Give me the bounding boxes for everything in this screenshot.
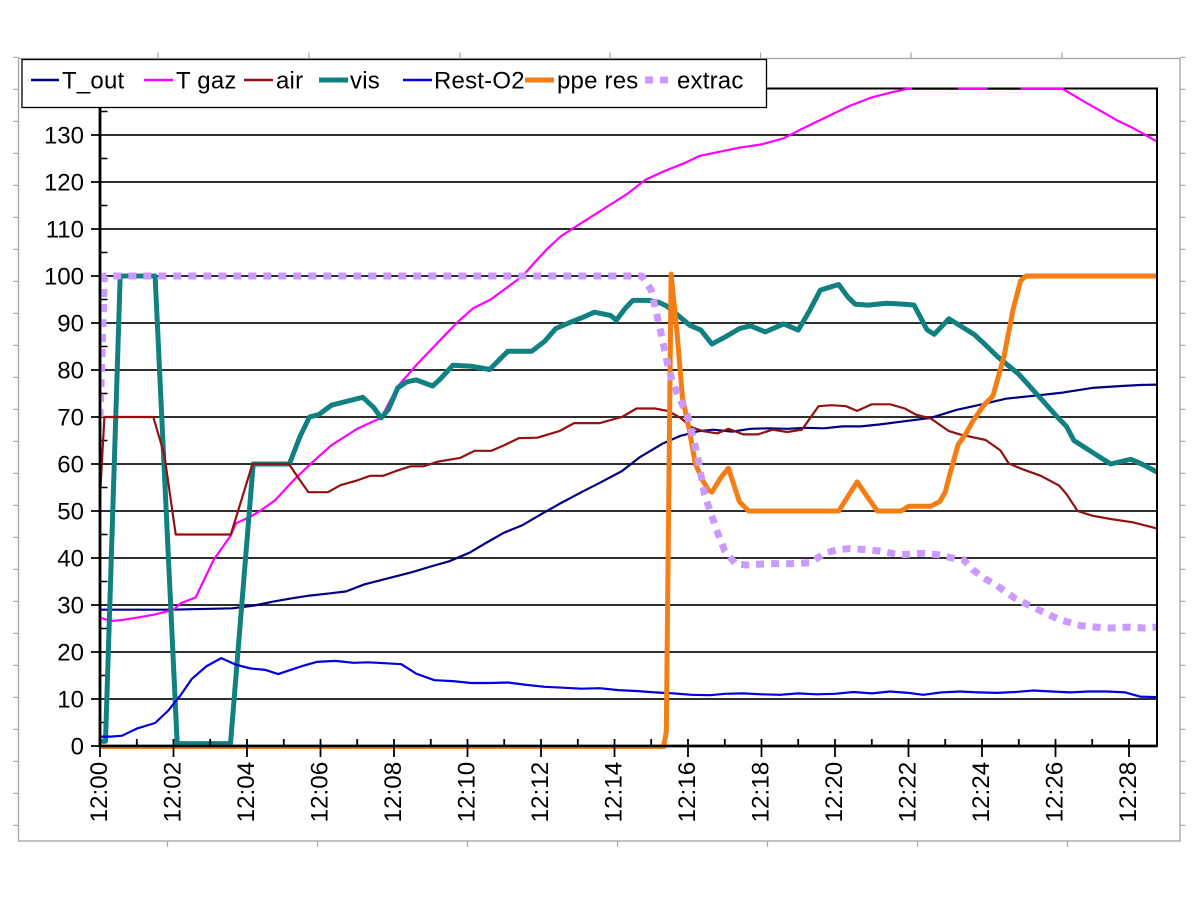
svg-text:12:16: 12:16 <box>674 762 701 823</box>
svg-text:70: 70 <box>57 404 84 431</box>
svg-text:12:12: 12:12 <box>527 762 554 823</box>
svg-text:12:00: 12:00 <box>86 762 113 823</box>
svg-text:12:06: 12:06 <box>307 762 334 823</box>
svg-text:12:20: 12:20 <box>821 762 848 823</box>
svg-text:12:04: 12:04 <box>233 762 260 823</box>
svg-text:12:28: 12:28 <box>1115 762 1142 823</box>
svg-text:ppe res: ppe res <box>557 67 638 94</box>
svg-text:12:14: 12:14 <box>601 762 628 823</box>
svg-text:12:02: 12:02 <box>160 762 187 823</box>
svg-text:80: 80 <box>57 357 84 384</box>
svg-text:12:26: 12:26 <box>1042 762 1069 823</box>
svg-text:60: 60 <box>57 451 84 478</box>
svg-text:0: 0 <box>71 733 84 760</box>
svg-text:T_out: T_out <box>62 67 125 94</box>
svg-text:10: 10 <box>57 686 84 713</box>
svg-text:12:10: 12:10 <box>454 762 481 823</box>
svg-text:120: 120 <box>44 169 84 196</box>
svg-text:Rest-O2: Rest-O2 <box>434 67 525 94</box>
svg-text:air: air <box>276 67 303 94</box>
svg-text:130: 130 <box>44 122 84 149</box>
svg-text:12:08: 12:08 <box>380 762 407 823</box>
svg-text:20: 20 <box>57 639 84 666</box>
svg-text:100: 100 <box>44 263 84 290</box>
svg-text:T gaz: T gaz <box>176 67 237 94</box>
svg-text:50: 50 <box>57 498 84 525</box>
svg-text:extrac: extrac <box>677 67 744 94</box>
svg-text:110: 110 <box>46 216 84 243</box>
svg-text:30: 30 <box>57 592 84 619</box>
svg-text:12:24: 12:24 <box>968 762 995 823</box>
svg-text:vis: vis <box>350 67 380 94</box>
svg-text:90: 90 <box>57 310 84 337</box>
svg-text:12:18: 12:18 <box>748 762 775 823</box>
svg-text:40: 40 <box>57 545 84 572</box>
svg-text:12:22: 12:22 <box>895 762 922 823</box>
